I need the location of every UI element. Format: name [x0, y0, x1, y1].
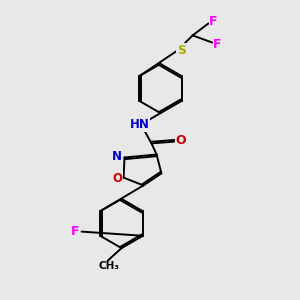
Text: F: F: [71, 225, 80, 238]
Text: HN: HN: [130, 118, 149, 131]
Text: F: F: [209, 15, 218, 28]
Text: O: O: [112, 172, 122, 185]
Text: CH₃: CH₃: [99, 261, 120, 272]
Text: S: S: [177, 44, 186, 57]
Text: N: N: [112, 150, 122, 163]
Text: O: O: [175, 134, 186, 147]
Text: F: F: [213, 38, 222, 51]
